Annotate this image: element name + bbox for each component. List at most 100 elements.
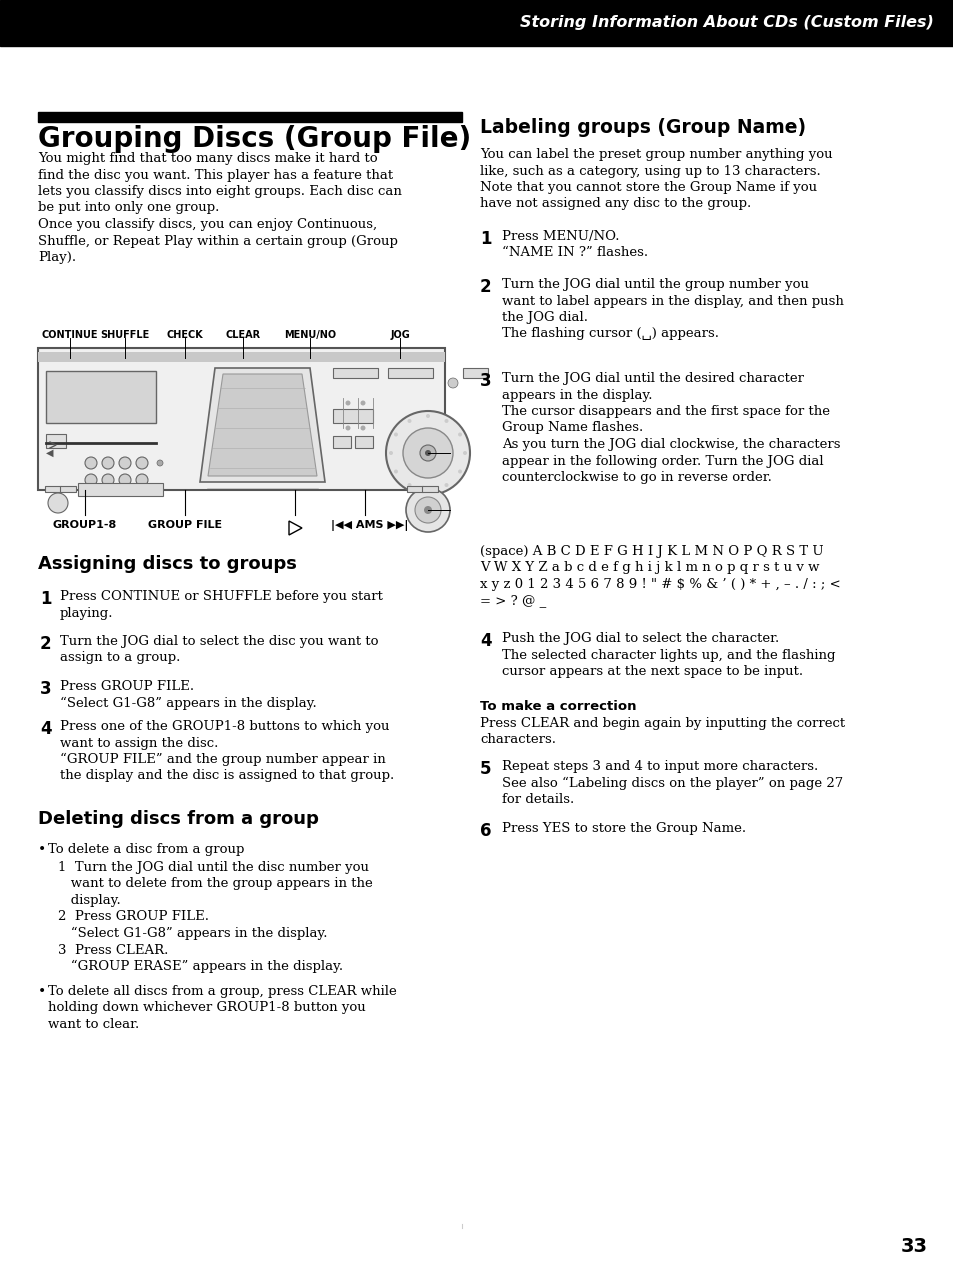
Circle shape	[415, 497, 440, 524]
Circle shape	[389, 451, 393, 455]
Circle shape	[360, 413, 365, 418]
Bar	[407, 485, 422, 492]
Circle shape	[394, 470, 397, 474]
Circle shape	[407, 483, 411, 487]
Text: Press one of the GROUP1-8 buttons to which you: Press one of the GROUP1-8 buttons to whi…	[60, 720, 389, 733]
Text: Shuffle, or Repeat Play within a certain group (Group: Shuffle, or Repeat Play within a certain…	[38, 234, 397, 247]
Text: The cursor disappears and the first space for the: The cursor disappears and the first spac…	[501, 405, 829, 418]
Bar	[78, 483, 163, 496]
Bar	[333, 436, 351, 448]
Bar	[46, 434, 66, 448]
Text: Press CLEAR and begin again by inputting the correct: Press CLEAR and begin again by inputting…	[479, 716, 844, 730]
Text: be put into only one group.: be put into only one group.	[38, 201, 219, 214]
Bar	[38, 112, 461, 122]
Text: Press MENU/NO.: Press MENU/NO.	[501, 231, 618, 243]
Text: “GROUP ERASE” appears in the display.: “GROUP ERASE” appears in the display.	[58, 961, 343, 973]
Text: want to label appears in the display, and then push: want to label appears in the display, an…	[501, 294, 843, 307]
Text: CHECK: CHECK	[167, 330, 203, 340]
Text: Push the JOG dial to select the character.: Push the JOG dial to select the characte…	[501, 632, 779, 645]
Circle shape	[48, 493, 68, 513]
Circle shape	[360, 426, 365, 431]
Text: To make a correction: To make a correction	[479, 699, 636, 713]
Bar	[333, 409, 373, 423]
Bar	[45, 485, 61, 492]
Text: “GROUP FILE” and the group number appear in: “GROUP FILE” and the group number appear…	[60, 753, 385, 766]
Text: (space) A B C D E F G H I J K L M N O P Q R S T U: (space) A B C D E F G H I J K L M N O P …	[479, 545, 822, 558]
Bar	[38, 352, 444, 362]
Text: cursor appears at the next space to be input.: cursor appears at the next space to be i…	[501, 665, 802, 678]
Circle shape	[444, 483, 448, 487]
Circle shape	[345, 413, 350, 418]
Text: V W X Y Z a b c d e f g h i j k l m n o p q r s t u v w: V W X Y Z a b c d e f g h i j k l m n o …	[479, 562, 819, 575]
Text: Grouping Discs (Group File): Grouping Discs (Group File)	[38, 125, 471, 153]
Text: Note that you cannot store the Group Name if you: Note that you cannot store the Group Nam…	[479, 181, 817, 194]
Text: have not assigned any disc to the group.: have not assigned any disc to the group.	[479, 197, 750, 210]
Circle shape	[424, 450, 431, 456]
Text: 1  Turn the JOG dial until the disc number you: 1 Turn the JOG dial until the disc numbe…	[58, 861, 369, 874]
Circle shape	[426, 488, 430, 492]
Text: want to assign the disc.: want to assign the disc.	[60, 736, 218, 749]
Circle shape	[419, 445, 436, 461]
Text: want to delete from the group appears in the: want to delete from the group appears in…	[58, 878, 373, 891]
Text: •: •	[38, 985, 46, 999]
Circle shape	[407, 419, 411, 423]
Bar	[46, 371, 156, 423]
Text: See also “Labeling discs on the player” on page 27: See also “Labeling discs on the player” …	[501, 776, 842, 790]
Bar	[333, 368, 377, 378]
Circle shape	[119, 474, 131, 485]
Circle shape	[457, 470, 461, 474]
Circle shape	[444, 419, 448, 423]
Text: As you turn the JOG dial clockwise, the characters: As you turn the JOG dial clockwise, the …	[501, 438, 840, 451]
Text: like, such as a category, using up to 13 characters.: like, such as a category, using up to 13…	[479, 164, 820, 177]
Text: the display and the disc is assigned to that group.: the display and the disc is assigned to …	[60, 769, 394, 782]
Text: Repeat steps 3 and 4 to input more characters.: Repeat steps 3 and 4 to input more chara…	[501, 761, 818, 773]
Bar	[421, 485, 437, 492]
Bar	[38, 348, 444, 490]
Text: 5: 5	[479, 761, 491, 778]
Text: The flashing cursor (␣) appears.: The flashing cursor (␣) appears.	[501, 327, 719, 340]
Circle shape	[448, 378, 457, 389]
Circle shape	[345, 426, 350, 431]
Text: To delete all discs from a group, press CLEAR while: To delete all discs from a group, press …	[48, 985, 396, 998]
Text: “Select G1-G8” appears in the display.: “Select G1-G8” appears in the display.	[58, 927, 327, 940]
Text: Play).: Play).	[38, 251, 76, 264]
Circle shape	[360, 400, 365, 405]
Text: 2  Press GROUP FILE.: 2 Press GROUP FILE.	[58, 911, 209, 924]
Text: = > ? @ _: = > ? @ _	[479, 595, 546, 608]
Text: appear in the following order. Turn the JOG dial: appear in the following order. Turn the …	[501, 455, 822, 468]
Text: x y z 0 1 2 3 4 5 6 7 8 9 ! " # $ % & ’ ( ) * + , – . / : ; <: x y z 0 1 2 3 4 5 6 7 8 9 ! " # $ % & ’ …	[479, 578, 840, 591]
Circle shape	[426, 414, 430, 418]
Text: want to clear.: want to clear.	[48, 1018, 139, 1031]
Circle shape	[136, 474, 148, 485]
Circle shape	[406, 488, 450, 533]
Text: 2: 2	[40, 634, 51, 654]
Circle shape	[119, 457, 131, 469]
Text: The selected character lights up, and the flashing: The selected character lights up, and th…	[501, 648, 835, 661]
Circle shape	[394, 432, 397, 437]
Text: 6: 6	[479, 822, 491, 840]
Circle shape	[102, 474, 113, 485]
Circle shape	[423, 506, 432, 513]
Bar	[60, 485, 76, 492]
Text: holding down whichever GROUP1-8 button you: holding down whichever GROUP1-8 button y…	[48, 1001, 365, 1014]
Text: Storing Information About CDs (Custom Files): Storing Information About CDs (Custom Fi…	[519, 15, 933, 31]
Circle shape	[85, 457, 97, 469]
Text: CLEAR: CLEAR	[225, 330, 260, 340]
Text: 4: 4	[479, 632, 491, 650]
Circle shape	[462, 451, 467, 455]
Text: 1: 1	[479, 231, 491, 248]
Text: Press YES to store the Group Name.: Press YES to store the Group Name.	[501, 822, 745, 834]
Circle shape	[457, 432, 461, 437]
Bar	[388, 368, 433, 378]
Text: To delete a disc from a group: To delete a disc from a group	[48, 843, 244, 856]
Text: JOG: JOG	[390, 330, 410, 340]
Text: 1: 1	[40, 590, 51, 608]
Text: Group Name flashes.: Group Name flashes.	[501, 422, 642, 434]
Bar	[0, 0, 953, 46]
Text: •: •	[38, 843, 46, 857]
Text: assign to a group.: assign to a group.	[60, 651, 180, 665]
Text: Deleting discs from a group: Deleting discs from a group	[38, 810, 318, 828]
Text: 3: 3	[40, 680, 51, 698]
Text: |◀◀ AMS ▶▶|: |◀◀ AMS ▶▶|	[331, 520, 408, 531]
Text: CONTINUE: CONTINUE	[42, 330, 98, 340]
